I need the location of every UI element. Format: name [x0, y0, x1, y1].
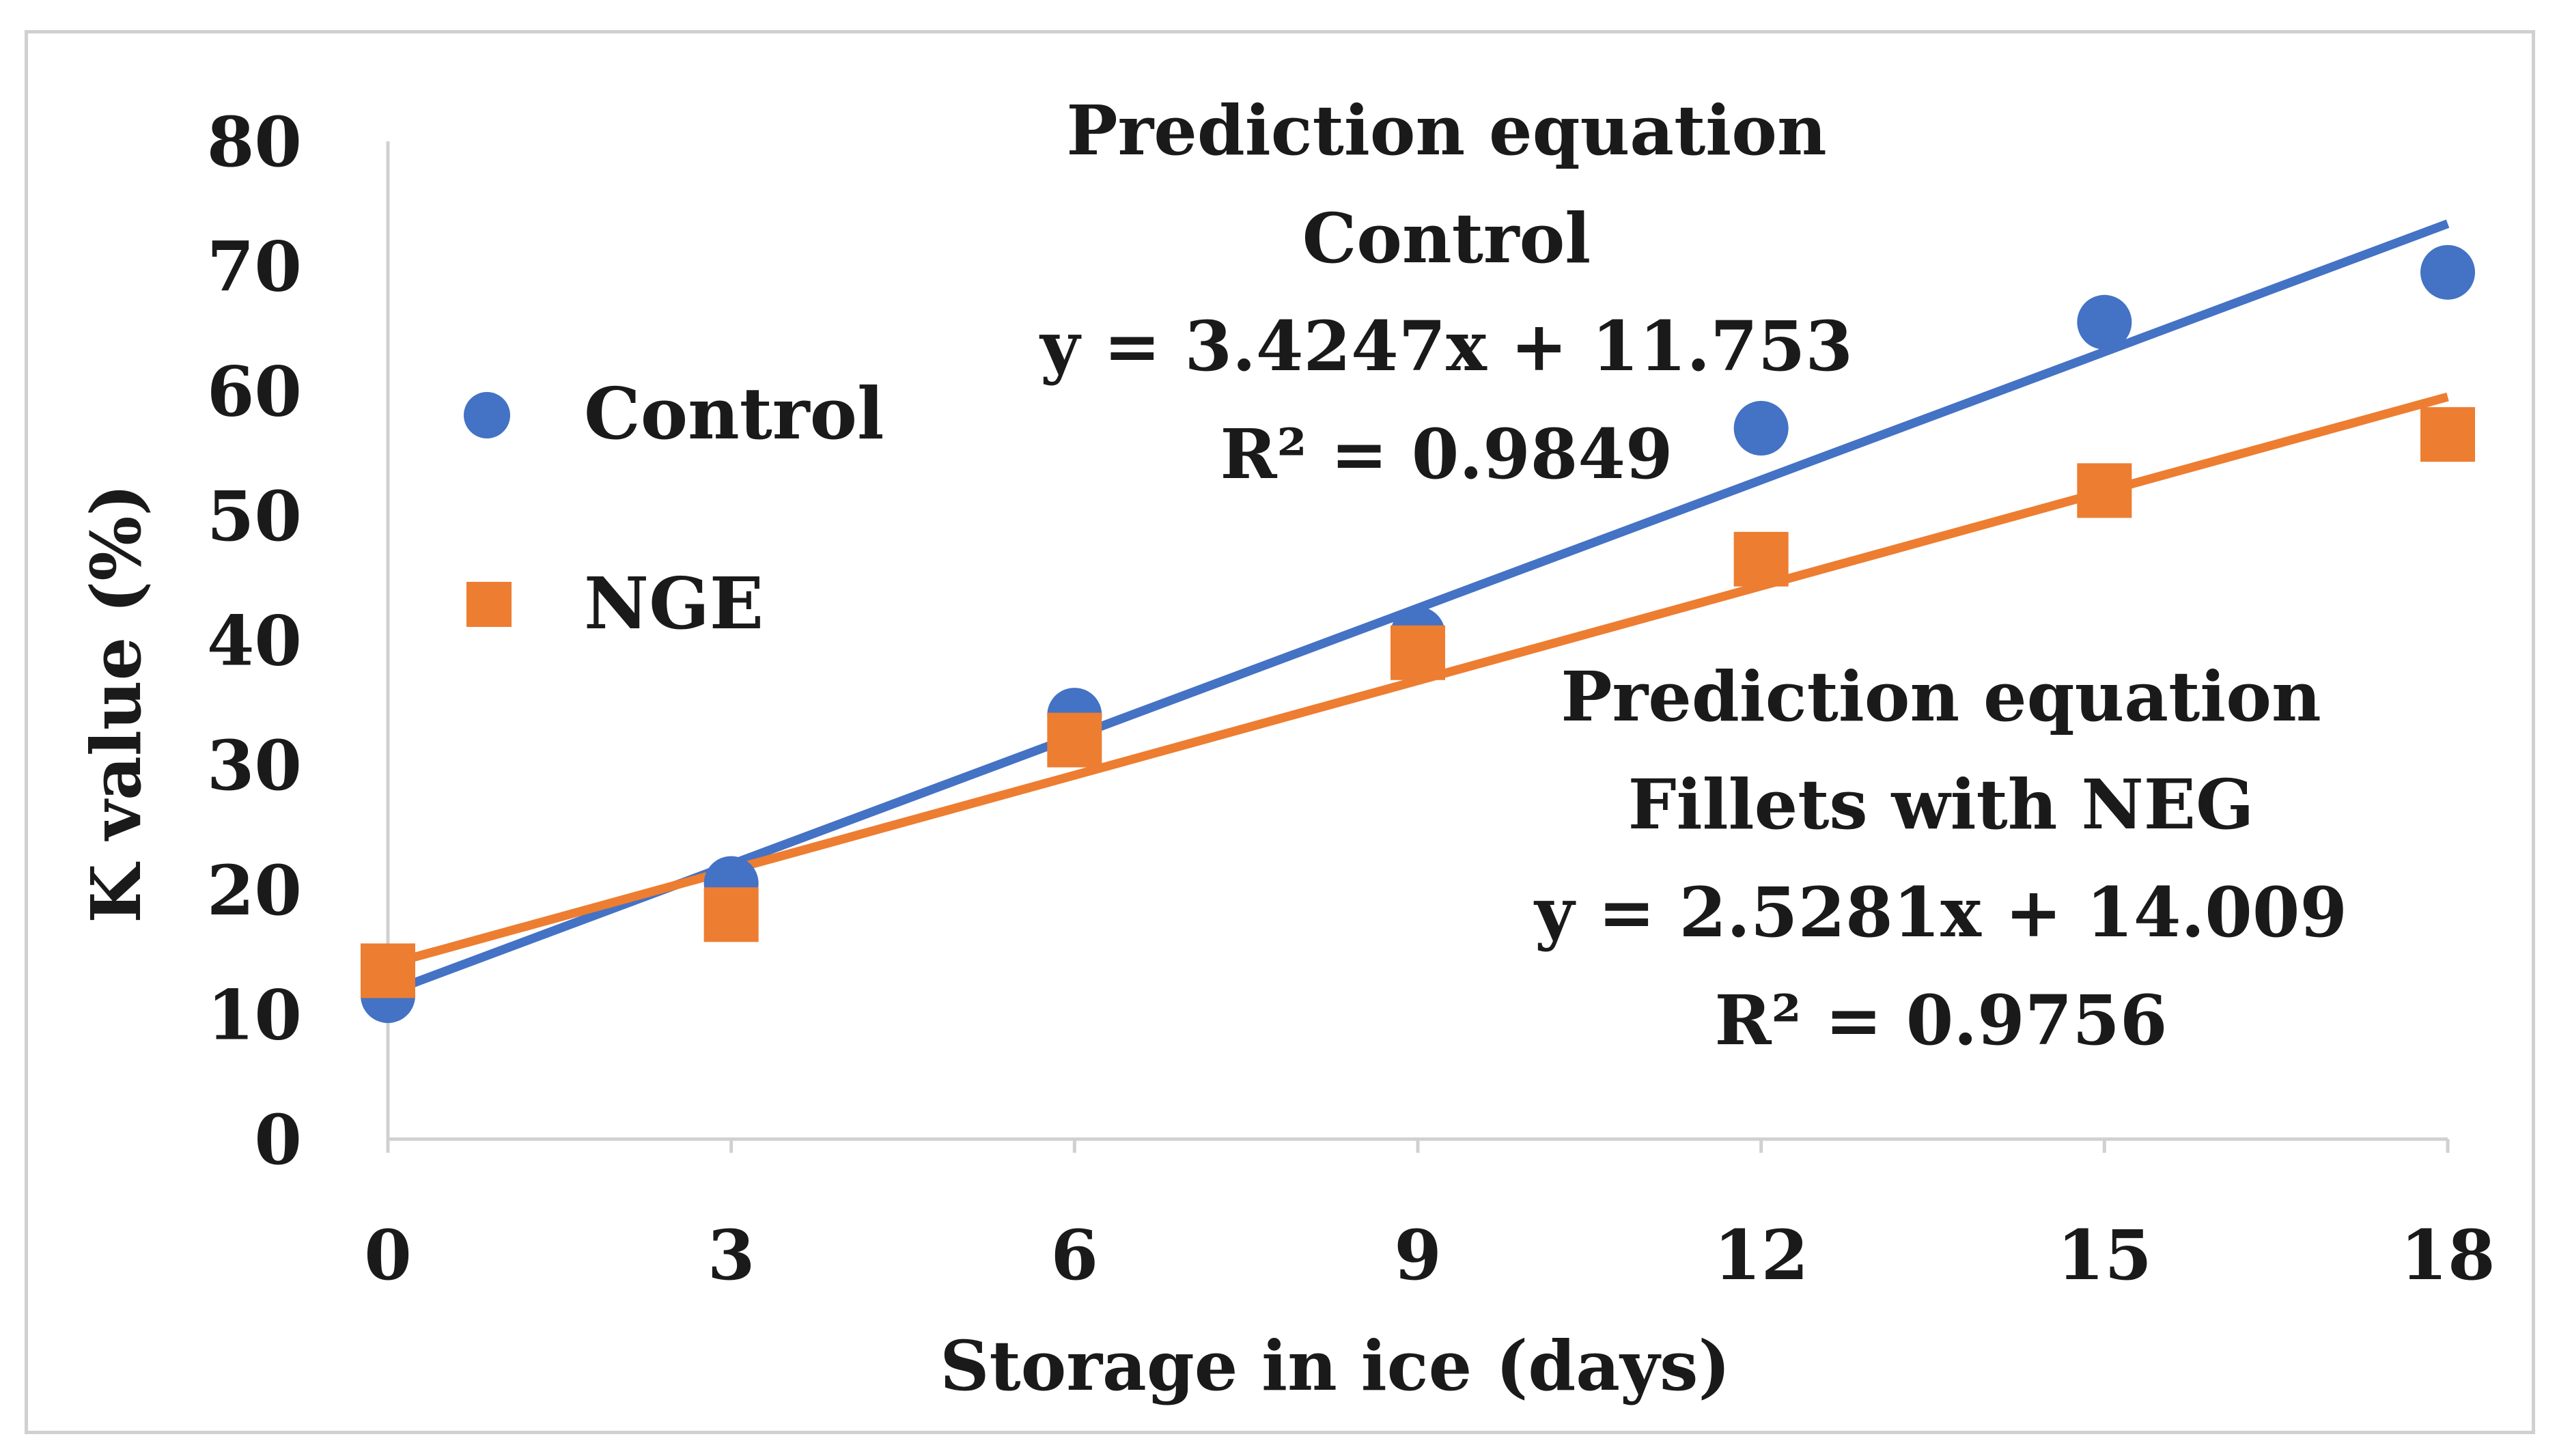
x-tick-label-15: 15	[2057, 1215, 2152, 1296]
y-axis-label: K value (%)	[76, 484, 156, 923]
legend: Control NGE	[464, 372, 884, 645]
nge-point-day-12	[1733, 531, 1789, 587]
y-tick-label-0: 0	[254, 1100, 302, 1180]
x-axis-label: Storage in ice (days)	[940, 1326, 1731, 1406]
nge-point-day-6	[1047, 712, 1102, 768]
y-tick-label-50: 50	[207, 476, 302, 557]
nge-annotation-title: Prediction equation	[1561, 656, 2321, 737]
y-tick-label-60: 60	[207, 351, 302, 432]
x-tick-label-18: 18	[2400, 1215, 2495, 1296]
x-tick-label-6: 6	[1051, 1215, 1099, 1296]
x-tick-label-3: 3	[708, 1215, 755, 1296]
control-annotation-subtitle: Control	[1302, 198, 1591, 279]
tick-labels: 0 3 6 9 12 15 18 0 10 20 30 40 50 60 70 80	[207, 102, 2496, 1296]
nge-point-day-15	[2077, 463, 2132, 518]
y-tick-label-20: 20	[207, 850, 302, 931]
nge-annotation-r2: R² = 0.9756	[1714, 980, 2167, 1061]
control-annotation-title: Prediction equation	[1066, 90, 1826, 171]
y-tick-label-10: 10	[207, 975, 302, 1055]
nge-point-day-18	[2420, 407, 2475, 462]
x-tick-label-12: 12	[1714, 1215, 1808, 1296]
y-tick-label-40: 40	[207, 601, 302, 682]
control-annotation-r2: R² = 0.9849	[1220, 414, 1673, 494]
legend-control-label: Control	[584, 372, 884, 456]
legend-nge-label: NGE	[584, 561, 764, 645]
legend-control-marker	[464, 392, 510, 438]
nge-equation-annotation: Prediction equation Fillets with NEG y =…	[1533, 656, 2347, 1061]
x-tick-label-9: 9	[1394, 1215, 1442, 1296]
control-equation-annotation: Prediction equation Control y = 3.4247x …	[1039, 90, 1853, 494]
control-annotation-equation: y = 3.4247x + 11.753	[1039, 306, 1853, 387]
nge-point-day-3	[703, 887, 759, 942]
nge-annotation-subtitle: Fillets with NEG	[1628, 764, 2254, 845]
control-point-day-18	[2420, 244, 2475, 300]
legend-nge-marker	[466, 582, 512, 627]
y-tick-label-30: 30	[207, 725, 302, 806]
y-tick-label-70: 70	[207, 227, 302, 307]
control-point-day-15	[2077, 294, 2132, 350]
nge-point-day-9	[1391, 625, 1445, 680]
y-tick-label-80: 80	[207, 102, 302, 182]
nge-annotation-equation: y = 2.5281x + 14.009	[1533, 872, 2347, 953]
chart-frame	[25, 30, 2535, 1434]
nge-point-day-0	[361, 943, 415, 998]
control-point-day-12	[1733, 401, 1789, 456]
x-tick-label-0: 0	[364, 1215, 412, 1296]
data-markers	[361, 244, 2475, 1023]
